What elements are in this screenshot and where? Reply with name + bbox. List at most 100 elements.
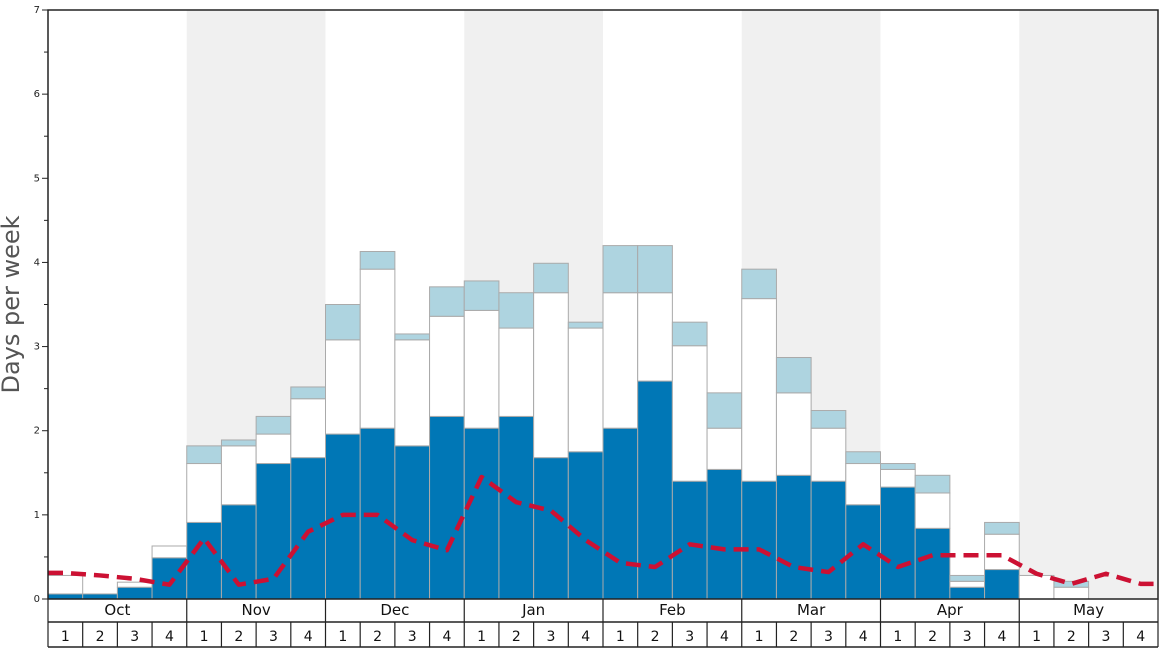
week-label: 4 [165, 629, 174, 645]
week-label: 1 [200, 629, 209, 645]
week-label: 4 [304, 629, 313, 645]
bar-segment-dark-14 [498, 415, 535, 600]
bar-segment-dark-13 [463, 427, 500, 600]
week-label: 2 [96, 629, 105, 645]
bar-segment-white-28 [984, 533, 1020, 571]
week-label: 3 [824, 629, 833, 645]
bar-segment-light-14 [498, 292, 535, 329]
bar-segment-dark-26 [914, 527, 951, 600]
y-tick-label: 2 [34, 426, 40, 437]
bar-segment-dark-11 [394, 445, 431, 600]
bar-segment-white-14 [498, 327, 535, 417]
bar-segment-light-10 [359, 250, 396, 270]
bar-segment-light-27 [949, 574, 986, 582]
bar-segment-light-6 [220, 439, 257, 447]
bar-segment-dark-25 [880, 486, 916, 600]
month-label-dec: Dec [380, 601, 409, 619]
week-label: 3 [408, 629, 417, 645]
y-tick-label: 7 [34, 5, 40, 16]
week-label: 1 [1032, 629, 1041, 645]
week-label: 1 [616, 629, 625, 645]
week-label: 1 [61, 629, 70, 645]
month-label-may: May [1073, 601, 1104, 619]
bar-segment-white-9 [325, 339, 361, 435]
y-tick-label: 4 [34, 257, 40, 268]
bar-segment-white-25 [880, 468, 916, 488]
bar-segment-dark-27 [949, 586, 986, 600]
bar-segment-white-22 [775, 392, 812, 476]
week-label: 1 [893, 629, 902, 645]
bar-segment-light-24 [845, 451, 881, 465]
bar-segment-dark-22 [775, 474, 812, 600]
week-label: 2 [373, 629, 382, 645]
week-label: 1 [755, 629, 764, 645]
bar-segment-dark-12 [429, 415, 465, 600]
week-label: 2 [928, 629, 937, 645]
line-layer [48, 474, 1158, 587]
month-label-feb: Feb [659, 601, 686, 619]
week-label: 3 [1102, 629, 1111, 645]
bar-segment-white-18 [637, 292, 673, 382]
month-label-jan: Jan [521, 601, 545, 619]
bar-segment-dark-5 [186, 521, 222, 600]
x-axis: Oct Nov Dec Jan Feb Mar Apr May 1 2 3 4 1 2 3 4 1 2 3 4 1 2 3 4… [47, 599, 1159, 648]
bar-segment-white-1 [47, 574, 84, 595]
bar-segment-light-20 [706, 392, 743, 429]
y-axis: 0 1 2 3 4 5 6 7 [34, 5, 48, 605]
bar-segment-white-20 [706, 427, 743, 470]
y-axis-label: Days per week [0, 215, 25, 393]
bar-segment-light-22 [775, 357, 812, 394]
bar-segment-dark-7 [255, 463, 292, 600]
bar-segment-white-16 [567, 327, 604, 453]
bar-segment-light-11 [394, 333, 431, 341]
week-label: 2 [651, 629, 660, 645]
week-label: 3 [269, 629, 278, 645]
month-label-nov: Nov [241, 601, 270, 619]
month-label-mar: Mar [797, 601, 826, 619]
bar-segment-dark-28 [984, 569, 1020, 600]
bar-segment-white-6 [220, 445, 257, 506]
bar-segment-light-28 [984, 521, 1020, 535]
month-label-oct: Oct [104, 601, 130, 619]
y-tick-label: 0 [34, 594, 40, 605]
red-dashed-line [48, 474, 1158, 587]
bar-segment-dark-16 [567, 451, 604, 600]
week-label: 2 [234, 629, 243, 645]
bar-segment-light-9 [325, 304, 361, 341]
bar-segment-white-17 [602, 292, 639, 429]
bar-segment-dark-19 [671, 480, 708, 600]
y-tick-label: 1 [34, 510, 40, 521]
week-label: 2 [1067, 629, 1076, 645]
week-label: 2 [789, 629, 798, 645]
bar-segment-light-5 [186, 445, 222, 465]
week-label: 4 [581, 629, 590, 645]
week-label: 3 [130, 629, 139, 645]
week-label: 2 [512, 629, 521, 645]
bar-segment-light-25 [880, 463, 916, 470]
week-label: 4 [720, 629, 729, 645]
week-label: 4 [1136, 629, 1145, 645]
bar-segment-dark-4 [151, 557, 188, 600]
bar-segment-light-30 [1053, 580, 1090, 588]
bar-segment-light-23 [810, 410, 847, 429]
bar-segment-light-21 [741, 268, 777, 300]
bar-segment-dark-1 [47, 593, 84, 600]
bar-segment-light-26 [914, 474, 951, 494]
week-label: 3 [547, 629, 556, 645]
bar-segment-dark-8 [290, 457, 326, 600]
week-label: 4 [997, 629, 1006, 645]
bar-segment-white-4 [151, 545, 188, 559]
bar-segment-white-29 [1018, 574, 1055, 600]
week-label: 1 [338, 629, 347, 645]
bar-segment-dark-2 [82, 593, 118, 600]
bar-segment-light-18 [637, 245, 673, 294]
bar-segment-white-27 [949, 580, 986, 588]
bar-segment-white-13 [463, 309, 500, 429]
week-label: 3 [685, 629, 694, 645]
bar-segment-dark-17 [602, 427, 639, 600]
bar-segment-white-7 [255, 433, 292, 465]
bar-segment-dark-3 [116, 586, 153, 600]
bar-segment-white-12 [429, 315, 465, 417]
bars [47, 245, 1090, 600]
